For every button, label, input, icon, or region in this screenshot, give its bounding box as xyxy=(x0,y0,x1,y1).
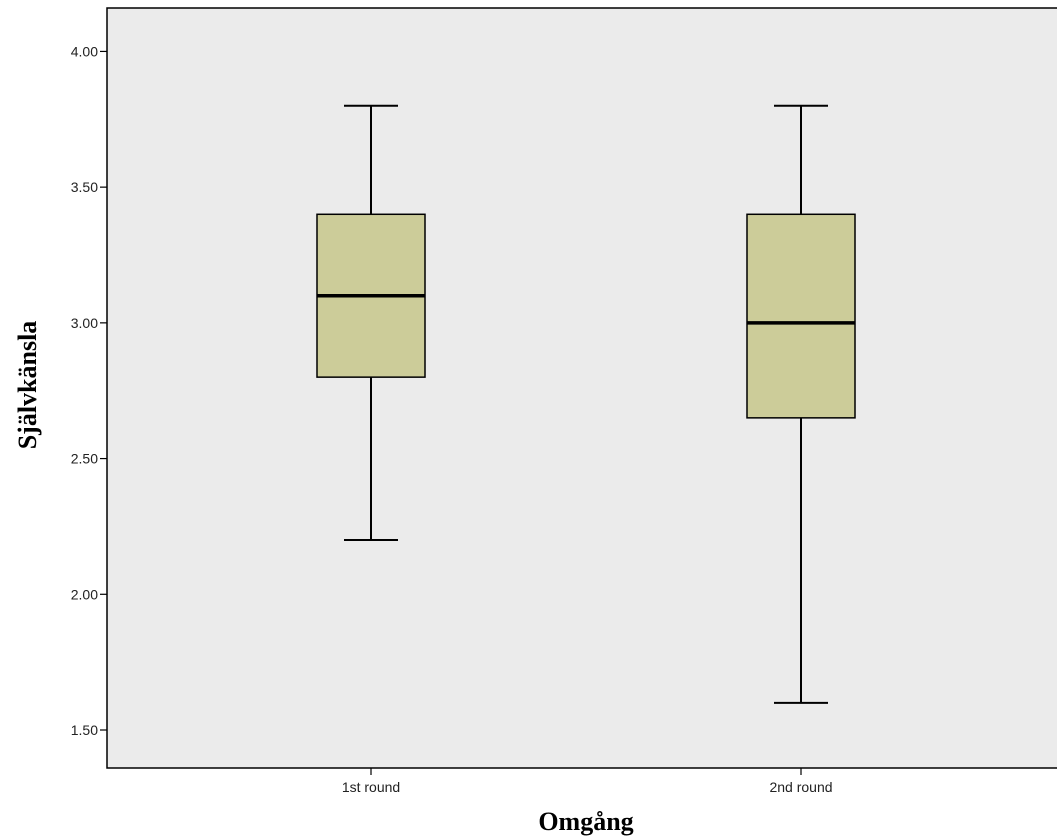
x-tick-label: 2nd round xyxy=(769,779,832,795)
plot-area xyxy=(106,7,1057,769)
y-tick-label: 4.00 xyxy=(71,43,98,59)
y-tick-label: 3.00 xyxy=(71,315,98,331)
x-axis: 1st round 2nd round xyxy=(342,768,833,795)
y-tick-label: 2.50 xyxy=(71,451,98,467)
y-tick-label: 3.50 xyxy=(71,179,98,195)
boxes xyxy=(316,104,856,704)
x-axis-title: Omgång xyxy=(538,807,633,836)
x-tick-label: 1st round xyxy=(342,779,400,795)
y-axis-title: Självkänsla xyxy=(13,321,42,450)
y-axis: 1.50 2.00 2.50 3.00 3.50 4.00 xyxy=(71,43,107,738)
box-iqr xyxy=(746,213,856,419)
y-tick-label: 1.50 xyxy=(71,722,98,738)
box-group xyxy=(316,104,426,541)
y-tick-label: 2.00 xyxy=(71,586,98,602)
box-group xyxy=(746,104,856,704)
